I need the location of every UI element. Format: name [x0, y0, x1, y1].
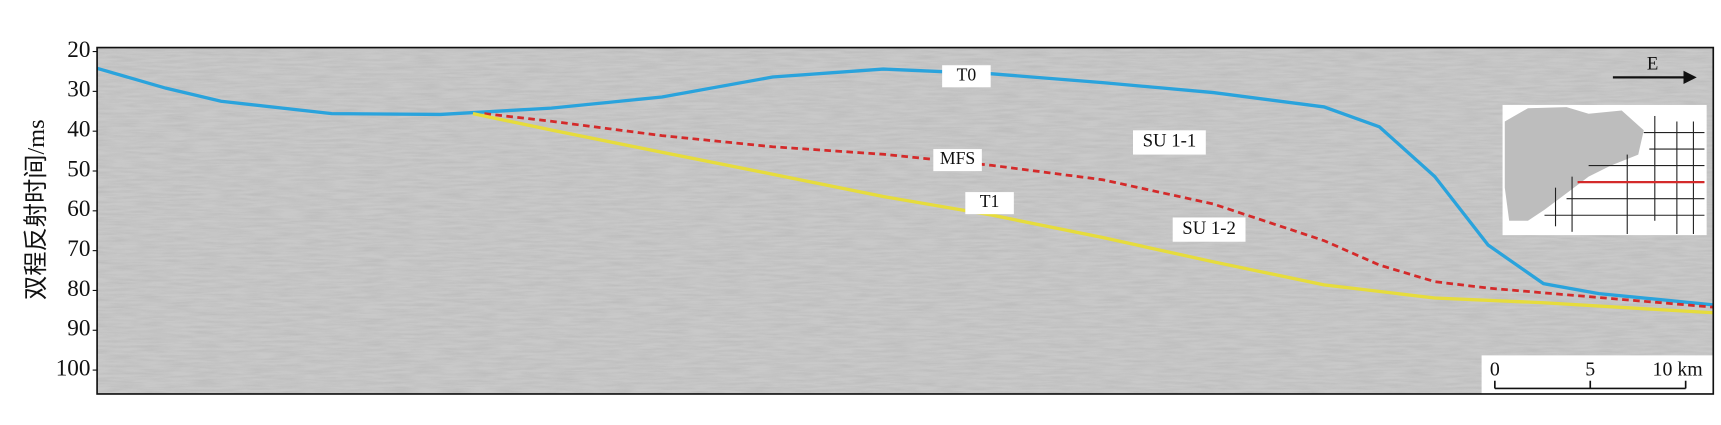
y-tick-label: 90 — [67, 316, 90, 342]
annotation: SU 1-2 — [1182, 218, 1236, 239]
label-box — [1132, 130, 1206, 155]
seismic-texture — [97, 47, 1714, 394]
y-tick-label: 50 — [67, 156, 90, 182]
y-tick-label: 80 — [67, 276, 90, 302]
scale-label: 0 — [1490, 358, 1500, 380]
horizon-line — [472, 112, 1714, 315]
label-box — [965, 192, 1014, 215]
y-axis-label: 双程反射时间/ms — [23, 119, 50, 300]
inset-map — [1502, 104, 1707, 236]
label-box — [1172, 217, 1246, 242]
legend-label: MFS — [940, 148, 975, 168]
horizon-line — [484, 112, 1714, 309]
annotation: E — [1647, 54, 1658, 75]
y-tick-label: 20 — [67, 37, 90, 63]
annotation: SU 1-1 — [1143, 131, 1197, 152]
y-tick-label: 40 — [67, 116, 90, 142]
y-tick-label: 60 — [67, 196, 90, 222]
legend-label: T1 — [980, 191, 1000, 211]
y-tick-label: 100 — [56, 355, 91, 381]
y-tick-label: 70 — [67, 236, 90, 262]
plot-frame — [96, 46, 1715, 395]
label-box — [933, 149, 982, 172]
scale-label: 5 — [1585, 358, 1595, 380]
direction-arrowhead — [1683, 70, 1697, 84]
y-tick-label: 30 — [67, 77, 90, 103]
label-box — [942, 65, 991, 88]
scale-label: 10 km — [1653, 358, 1704, 380]
legend-label: T0 — [957, 64, 977, 84]
scale-bar-box — [1481, 355, 1714, 394]
horizon-line — [97, 66, 1714, 307]
